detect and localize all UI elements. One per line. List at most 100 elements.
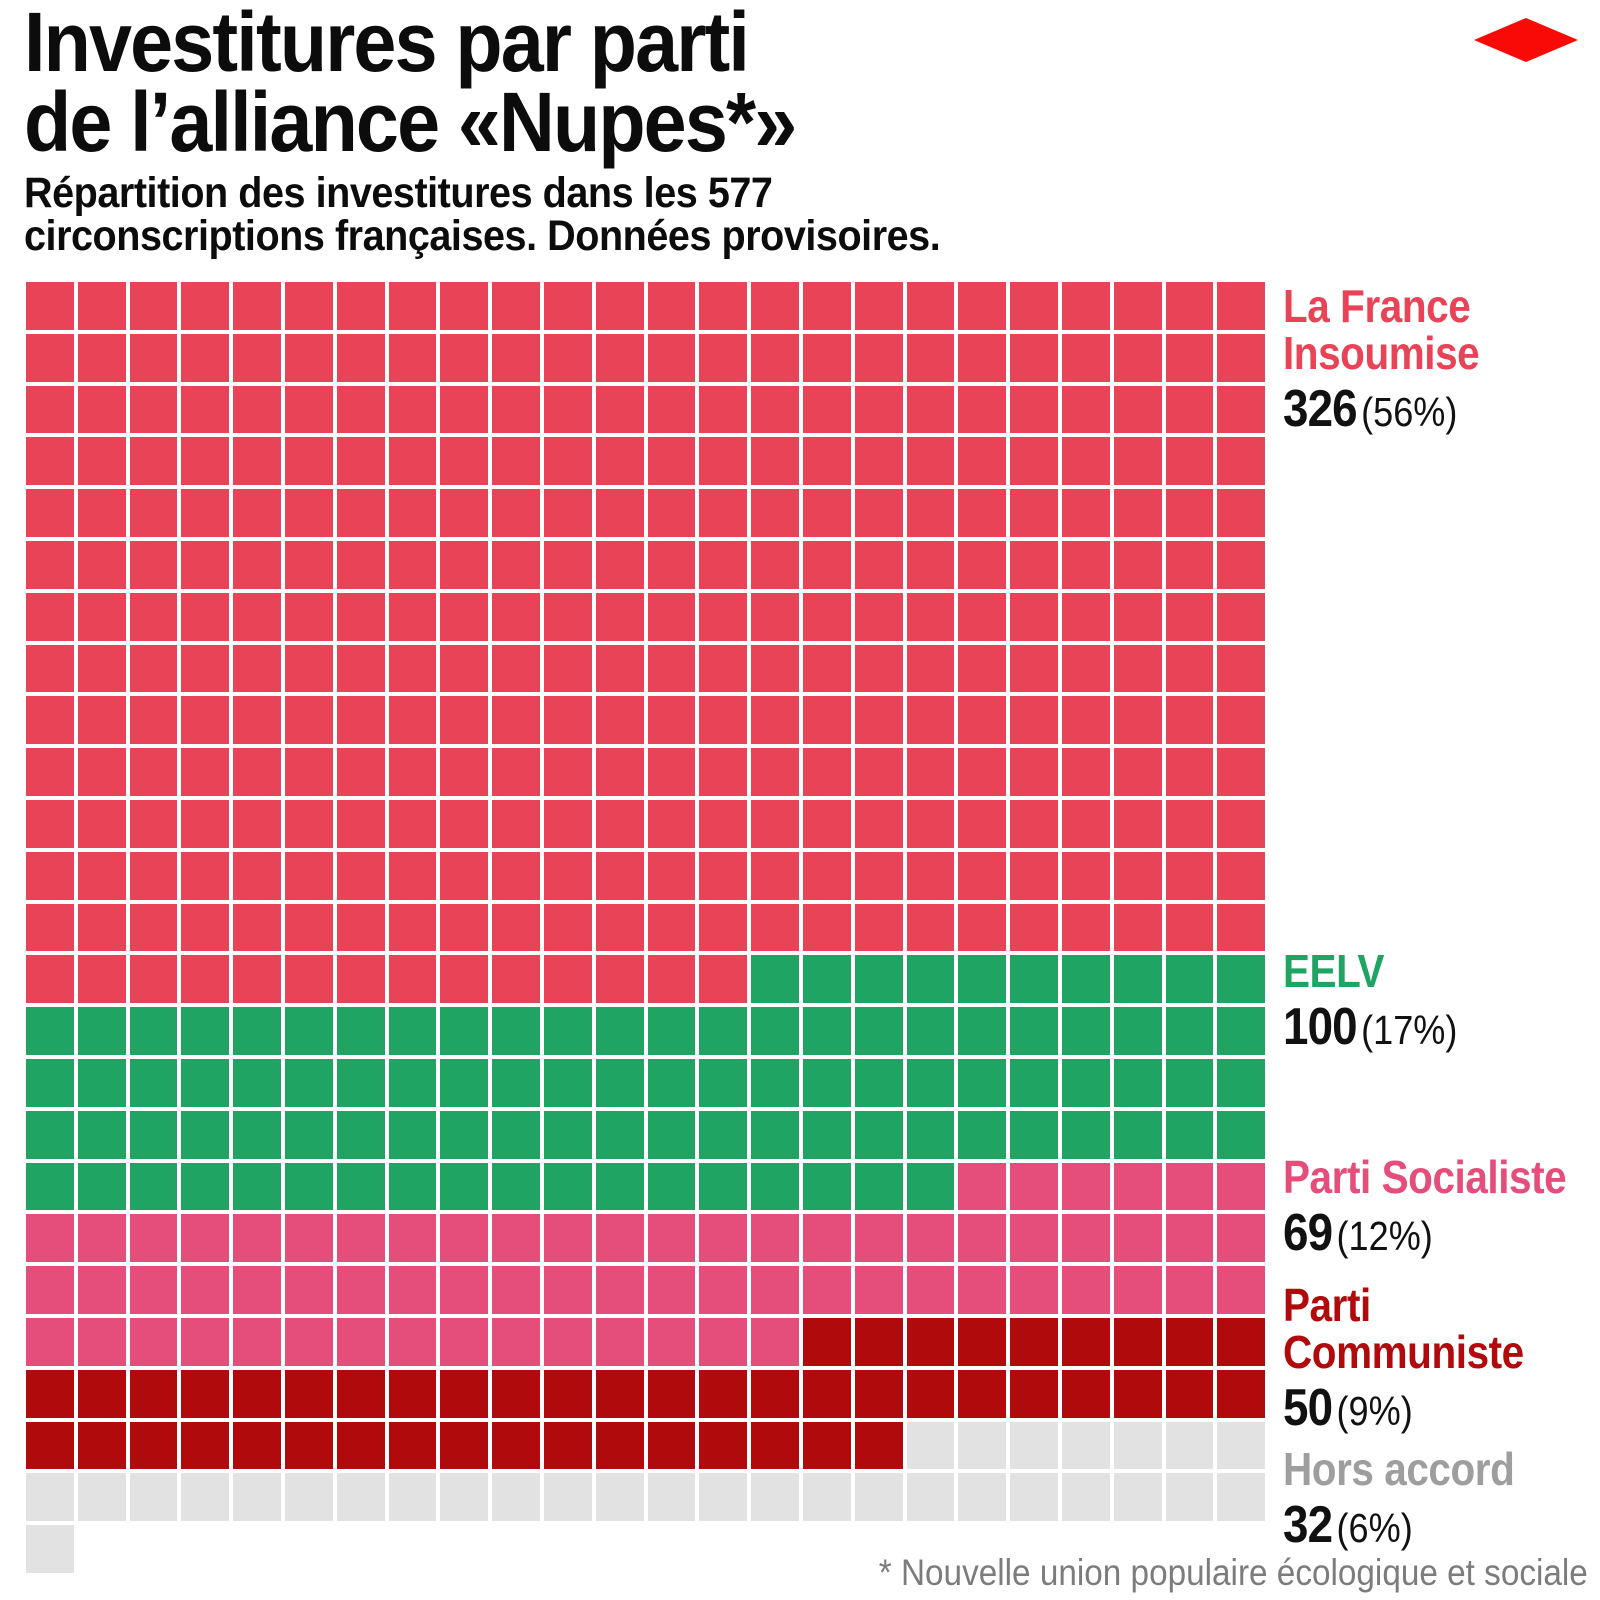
- waffle-cell: [854, 437, 903, 486]
- waffle-cell: [1165, 1266, 1214, 1314]
- waffle-cell: [1113, 1162, 1162, 1211]
- waffle-cell: [492, 1369, 540, 1418]
- waffle-cell: [492, 851, 540, 900]
- waffle-cell: [336, 799, 385, 848]
- waffle-cell: [336, 955, 385, 1004]
- waffle-cell: [26, 540, 74, 589]
- waffle-cell: [802, 1369, 851, 1418]
- waffle-cell: [181, 489, 230, 537]
- waffle-cell: [336, 1110, 385, 1159]
- waffle-cell: [26, 1317, 74, 1366]
- waffle-cell: [233, 592, 281, 641]
- waffle-cell: [284, 1421, 333, 1470]
- waffle-cell: [802, 1058, 851, 1107]
- waffle-cell: [854, 644, 903, 693]
- waffle-cell: [699, 282, 748, 330]
- waffle-cell: [336, 851, 385, 900]
- waffle-cell: [233, 748, 281, 796]
- waffle-cell: [1217, 1266, 1266, 1314]
- waffle-cell: [26, 1473, 74, 1522]
- waffle-cell: [336, 748, 385, 796]
- waffle-cell: [284, 1317, 333, 1366]
- waffle-cell: [492, 592, 540, 641]
- waffle-cell: [26, 799, 74, 848]
- waffle-cell: [1165, 592, 1214, 641]
- waffle-cell: [595, 1110, 644, 1159]
- waffle-cell: [647, 592, 696, 641]
- waffle-cell: [129, 489, 178, 537]
- waffle-cell: [595, 333, 644, 382]
- waffle-cell: [181, 1162, 230, 1211]
- waffle-cell: [336, 1214, 385, 1263]
- waffle-cell: [802, 1007, 851, 1055]
- waffle-cell: [336, 1421, 385, 1470]
- waffle-cell: [181, 1369, 230, 1418]
- waffle-cell: [699, 1421, 748, 1470]
- waffle-cell: [699, 799, 748, 848]
- waffle-cell: [543, 333, 592, 382]
- waffle-cell: [958, 1421, 1007, 1470]
- waffle-cell: [1165, 437, 1214, 486]
- waffle-cell: [699, 696, 748, 745]
- waffle-cell: [1010, 385, 1058, 434]
- waffle-cell: [388, 696, 437, 745]
- waffle-cell: [26, 851, 74, 900]
- waffle-cell: [129, 644, 178, 693]
- waffle-cell: [543, 489, 592, 537]
- waffle-cell: [233, 1162, 281, 1211]
- waffle-cell: [854, 955, 903, 1004]
- waffle-cell: [181, 1110, 230, 1159]
- waffle-cell: [1061, 540, 1110, 589]
- waffle-cell: [77, 437, 126, 486]
- waffle-cell: [181, 592, 230, 641]
- waffle-cell: [906, 282, 955, 330]
- waffle-cell: [26, 1058, 74, 1107]
- waffle-cell: [26, 282, 74, 330]
- waffle-cell: [906, 1473, 955, 1522]
- waffle-cell: [1165, 1214, 1214, 1263]
- waffle-cell: [543, 1058, 592, 1107]
- waffle-cell: [284, 799, 333, 848]
- waffle-cell: [802, 333, 851, 382]
- waffle-cell: [336, 1162, 385, 1211]
- waffle-cell: [492, 955, 540, 1004]
- waffle-cell: [802, 1266, 851, 1314]
- waffle-cell: [26, 696, 74, 745]
- waffle-cell: [958, 748, 1007, 796]
- legend-party-name: Parti Communiste: [1283, 1279, 1524, 1378]
- waffle-cell: [958, 799, 1007, 848]
- waffle-cell: [388, 1317, 437, 1366]
- waffle-cell: [595, 1317, 644, 1366]
- waffle-cell: [854, 696, 903, 745]
- waffle-cell: [129, 385, 178, 434]
- waffle-cell: [802, 644, 851, 693]
- waffle-cell: [699, 644, 748, 693]
- waffle-cell: [233, 1369, 281, 1418]
- waffle-cell: [1061, 282, 1110, 330]
- waffle-cell: [906, 903, 955, 952]
- waffle-cell: [336, 540, 385, 589]
- waffle-cell: [595, 592, 644, 641]
- waffle-cell: [440, 955, 489, 1004]
- waffle-cell: [906, 540, 955, 589]
- waffle-cell: [1061, 1266, 1110, 1314]
- waffle-cell: [1113, 385, 1162, 434]
- waffle-cell: [492, 696, 540, 745]
- waffle-cell: [543, 1162, 592, 1211]
- waffle-cell: [543, 1317, 592, 1366]
- legend-party-name: EELV: [1283, 945, 1384, 997]
- waffle-cell: [543, 437, 592, 486]
- waffle-cell: [751, 540, 799, 589]
- waffle-cell: [1010, 644, 1058, 693]
- waffle-cell: [854, 1058, 903, 1107]
- waffle-cell: [181, 540, 230, 589]
- waffle-cell: [802, 592, 851, 641]
- waffle-cell: [958, 1369, 1007, 1418]
- waffle-cell: [543, 955, 592, 1004]
- waffle-cell: [233, 489, 281, 537]
- waffle-cell: [1061, 955, 1110, 1004]
- waffle-cell: [647, 748, 696, 796]
- waffle-cell: [284, 1110, 333, 1159]
- waffle-cell: [543, 644, 592, 693]
